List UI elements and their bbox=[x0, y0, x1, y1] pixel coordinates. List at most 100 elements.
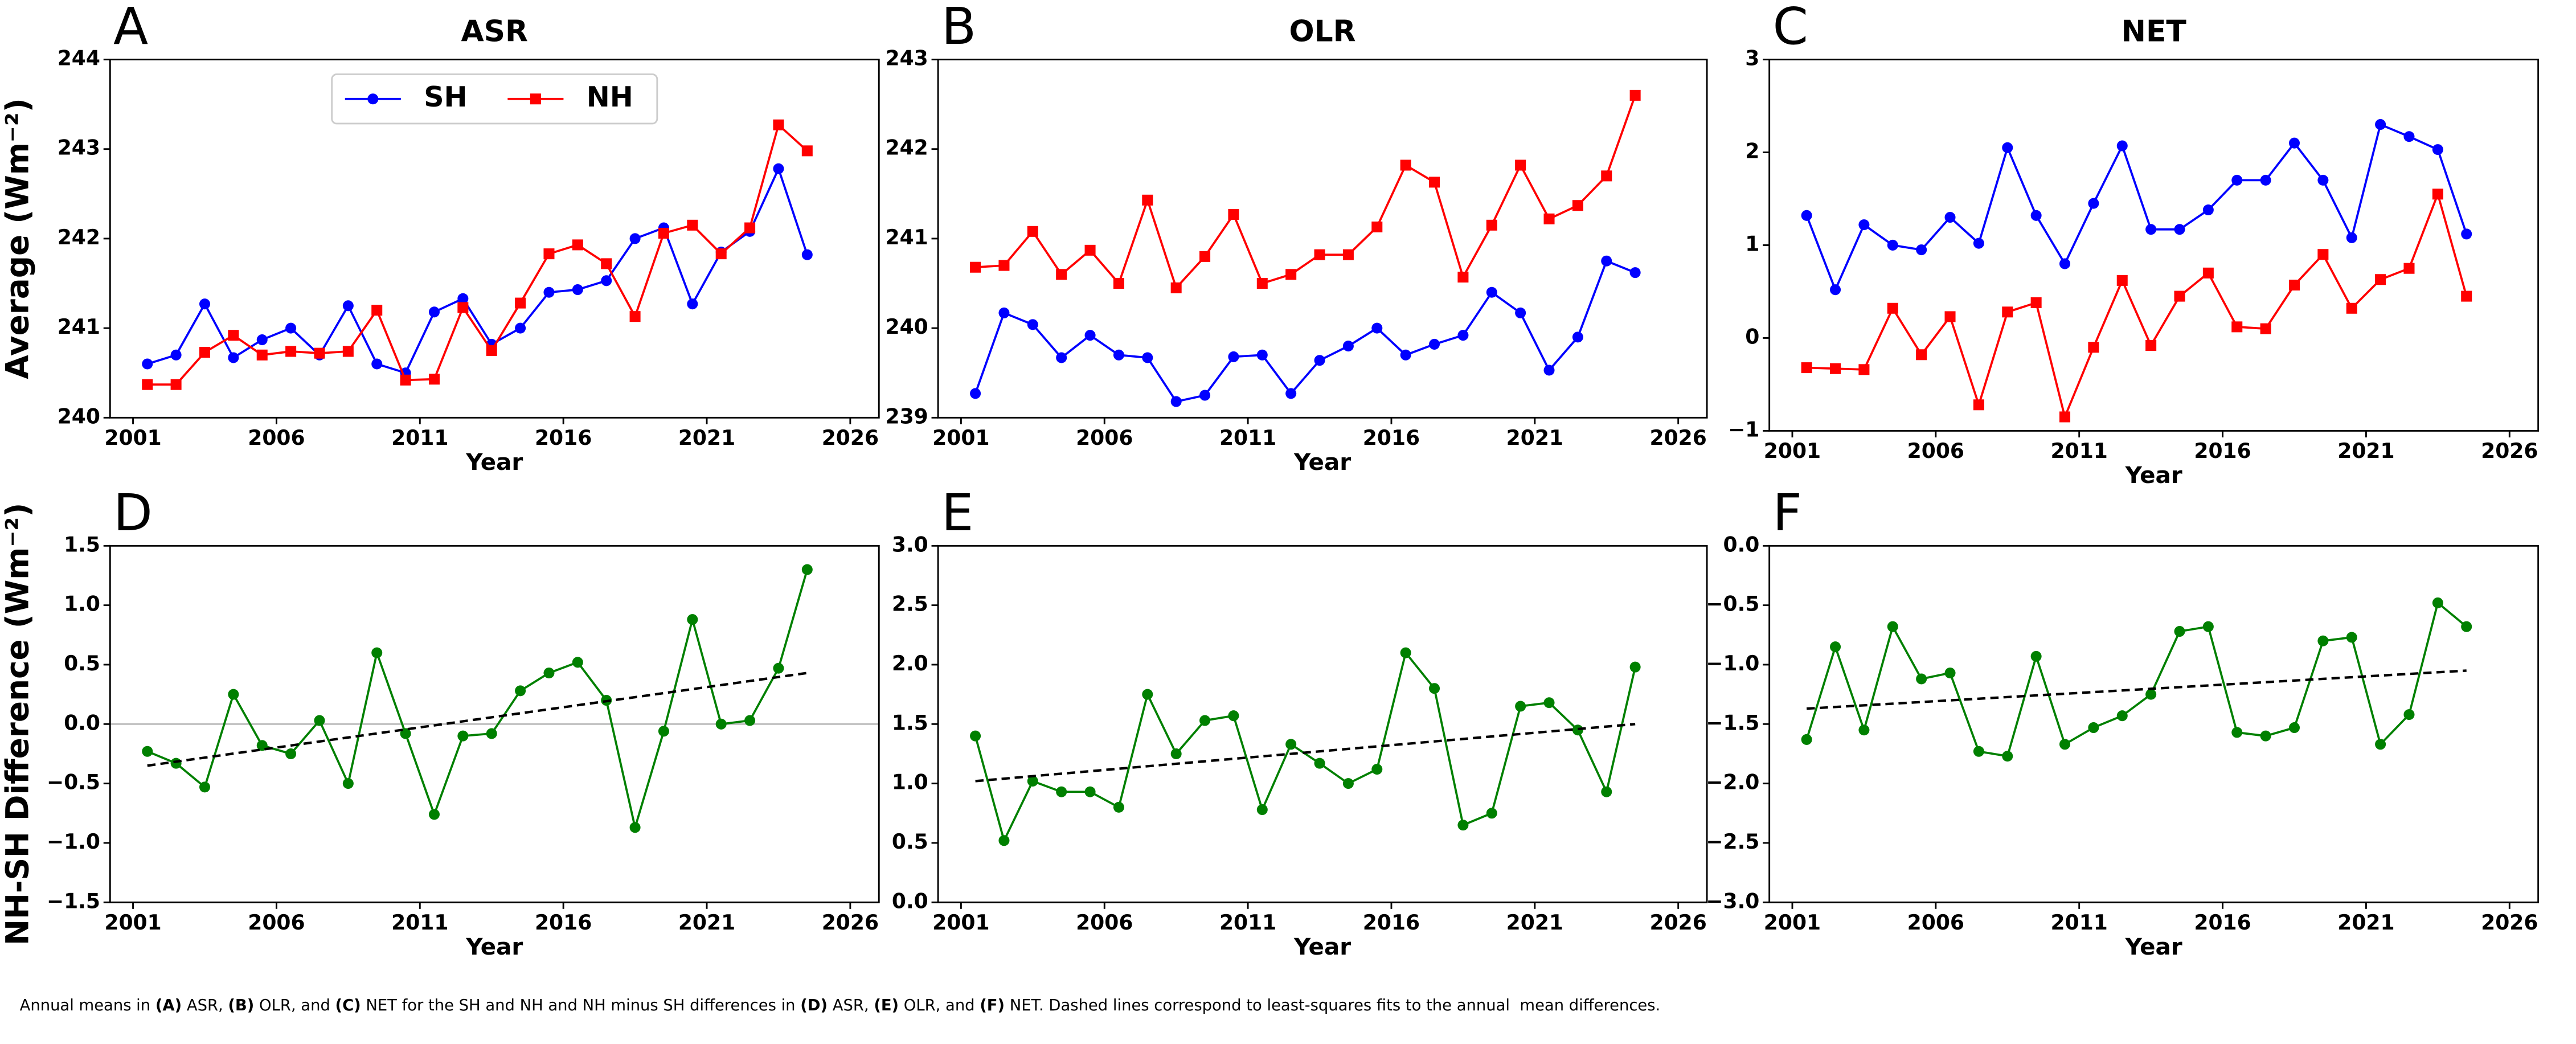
marker bbox=[2174, 224, 2185, 235]
panel-title: ASR bbox=[461, 14, 528, 48]
panel: C NET 2001 2006 2011 2016 2021 2026 −1 0 1 2 3 Year bbox=[1728, 0, 2540, 489]
x-axis-label: Year bbox=[465, 934, 523, 960]
marker bbox=[314, 715, 325, 726]
marker bbox=[515, 297, 526, 309]
series-line bbox=[147, 122, 808, 386]
marker bbox=[1199, 251, 1211, 262]
x-tick-label: 2006 bbox=[248, 426, 305, 450]
marker bbox=[2145, 339, 2157, 351]
marker bbox=[2202, 204, 2214, 216]
marker bbox=[1400, 159, 1411, 171]
marker bbox=[170, 758, 182, 769]
marker bbox=[2030, 650, 2042, 662]
y-tick-label: 243 bbox=[886, 46, 928, 70]
series-line bbox=[1805, 601, 2467, 758]
marker bbox=[2346, 302, 2357, 314]
caption-part: NET. Dashed lines correspond to least-sq… bbox=[1005, 997, 1660, 1014]
y-tick-label: 240 bbox=[886, 315, 928, 339]
x-axis-label: Year bbox=[1293, 449, 1351, 476]
marker bbox=[1400, 349, 1411, 361]
marker bbox=[1858, 219, 1870, 231]
marker bbox=[2231, 727, 2243, 738]
panel: F 2001 2006 2011 2016 2021 2026 −3.0 −2.5 −2.0 −1.… bbox=[1706, 484, 2540, 960]
series-line bbox=[147, 166, 809, 375]
marker bbox=[1486, 286, 1497, 298]
marker bbox=[285, 346, 297, 357]
y-tick-label: 1.5 bbox=[64, 533, 100, 556]
y-tick-label: 1.0 bbox=[892, 771, 928, 795]
marker bbox=[1199, 715, 1211, 726]
caption-part: (D) bbox=[800, 997, 828, 1014]
marker bbox=[1228, 351, 1239, 362]
y-tick-label: 1 bbox=[1745, 232, 1759, 256]
marker bbox=[170, 349, 182, 361]
marker bbox=[1084, 244, 1096, 256]
marker bbox=[1429, 177, 1440, 188]
marker bbox=[1256, 804, 1268, 816]
y-tick-label: 0.0 bbox=[1723, 533, 1760, 556]
x-tick-label: 2001 bbox=[932, 426, 989, 450]
marker bbox=[2088, 342, 2099, 353]
marker bbox=[2317, 249, 2329, 260]
marker bbox=[1056, 786, 1067, 797]
marker bbox=[256, 349, 268, 361]
panel-title: NET bbox=[2122, 14, 2187, 48]
y-tick-label: −1.0 bbox=[47, 830, 100, 854]
panel-label: C bbox=[1772, 0, 1808, 56]
marker bbox=[629, 311, 641, 322]
caption-part: ASR, bbox=[182, 997, 228, 1014]
legend-label: SH bbox=[424, 80, 467, 113]
marker bbox=[1515, 159, 1526, 171]
marker bbox=[1973, 238, 1984, 249]
trend-line bbox=[975, 723, 1636, 783]
marker bbox=[687, 614, 698, 625]
marker bbox=[142, 379, 153, 390]
marker bbox=[687, 298, 698, 310]
x-tick-label: 2016 bbox=[1363, 426, 1420, 450]
trend-line bbox=[1807, 669, 2467, 710]
x-tick-label: 2011 bbox=[1219, 911, 1276, 935]
y-tick-label: 241 bbox=[58, 315, 100, 339]
marker bbox=[2403, 131, 2415, 142]
marker bbox=[1515, 701, 1526, 712]
x-tick-label: 2021 bbox=[678, 426, 735, 450]
y-tick-label: 0.0 bbox=[892, 889, 928, 913]
axes-frame bbox=[937, 544, 1708, 903]
marker bbox=[2461, 228, 2472, 240]
marker bbox=[228, 330, 239, 341]
marker bbox=[2116, 275, 2128, 286]
caption-part: OLR, and bbox=[899, 997, 980, 1014]
marker bbox=[1944, 668, 1956, 679]
x-tick-label: 2026 bbox=[2481, 911, 2538, 935]
y-tick-label: 0.0 bbox=[64, 711, 100, 735]
x-tick-label: 2021 bbox=[678, 911, 735, 935]
marker bbox=[2461, 621, 2472, 632]
y-axis-label: NH-SH Difference (Wm⁻²) bbox=[0, 503, 36, 945]
marker bbox=[371, 358, 383, 370]
marker bbox=[2231, 174, 2243, 186]
series-line bbox=[974, 259, 1636, 403]
marker bbox=[1457, 330, 1469, 341]
panel: D 2001 2006 2011 2016 2021 2026 −1.5 −1.0 −0.5 0.0… bbox=[0, 484, 880, 960]
x-tick-label: 2026 bbox=[2481, 439, 2538, 463]
marker bbox=[285, 748, 297, 759]
y-tick-label: 243 bbox=[58, 136, 100, 160]
marker bbox=[1429, 683, 1440, 694]
y-tick-label: 244 bbox=[58, 46, 100, 70]
marker bbox=[1285, 388, 1297, 399]
marker bbox=[2260, 730, 2271, 742]
marker bbox=[2432, 189, 2443, 200]
marker bbox=[572, 284, 583, 296]
y-tick-label: −0.5 bbox=[47, 771, 100, 795]
marker bbox=[428, 306, 440, 318]
x-tick-label: 2021 bbox=[1506, 911, 1563, 935]
axes-frame bbox=[1768, 59, 2540, 432]
marker bbox=[572, 239, 583, 251]
x-tick-label: 2011 bbox=[391, 911, 448, 935]
marker bbox=[1629, 89, 1641, 101]
x-tick-label: 2021 bbox=[1506, 426, 1563, 450]
panel-label: A bbox=[113, 0, 148, 56]
panel-label: F bbox=[1772, 484, 1801, 543]
axes-frame bbox=[1768, 544, 2540, 903]
x-tick-label: 2006 bbox=[1907, 911, 1964, 935]
